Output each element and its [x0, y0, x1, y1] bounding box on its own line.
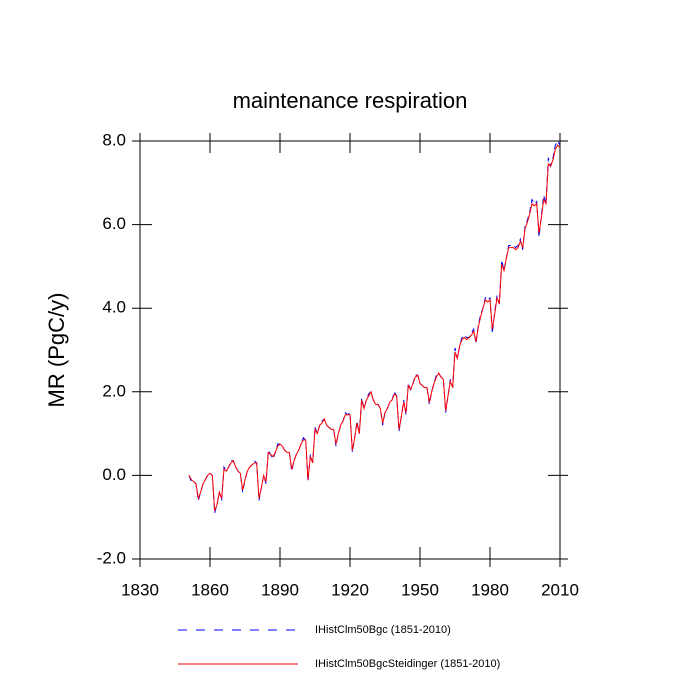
y-tick-label: -2.0: [97, 548, 126, 567]
x-tick-label: 1860: [191, 580, 229, 599]
x-tick-label: 1980: [471, 580, 509, 599]
y-tick-label: 8.0: [102, 130, 126, 149]
x-tick-label: 1830: [121, 580, 159, 599]
y-tick-label: 2.0: [102, 381, 126, 400]
chart-title: maintenance respiration: [233, 88, 468, 113]
x-tick-label: 2010: [541, 580, 579, 599]
plot-frame: [139, 140, 561, 560]
y-tick-label: 4.0: [102, 298, 126, 317]
data-line: [188, 144, 561, 512]
y-tick-label: 6.0: [102, 214, 126, 233]
x-tick-label: 1950: [401, 580, 439, 599]
y-axis-label: MR (PgC/y): [44, 293, 69, 408]
x-tick-label: 1890: [261, 580, 299, 599]
legend-label: IHistClm50Bgc (1851-2010): [315, 624, 451, 636]
legend-label: IHistClm50BgcSteidinger (1851-2010): [315, 658, 500, 670]
x-tick-label: 1920: [331, 580, 369, 599]
y-tick-label: 0.0: [102, 465, 126, 484]
data-line: [188, 139, 561, 514]
